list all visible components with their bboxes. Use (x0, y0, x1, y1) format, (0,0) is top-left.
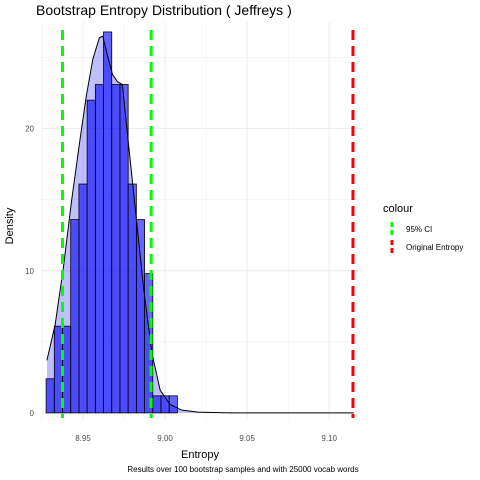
legend-label: Original Entropy (406, 243, 463, 252)
chart-caption: Results over 100 bootstrap samples and w… (127, 465, 358, 474)
x-tick-label: 9.00 (157, 434, 173, 443)
histogram-bar (103, 31, 113, 414)
histogram-bar (127, 183, 137, 414)
x-axis-title: Entropy (181, 449, 219, 461)
histogram-bar (94, 84, 104, 414)
y-tick-label: 20 (25, 125, 34, 134)
y-tick-label: 10 (25, 267, 34, 276)
histogram-bar (152, 395, 162, 414)
histogram-bar (70, 219, 80, 414)
chart-title: Bootstrap Entropy Distribution ( Jeffrey… (36, 2, 292, 18)
histogram-bar (111, 84, 121, 414)
legend-title: colour (383, 203, 413, 215)
histogram-bar (78, 183, 88, 414)
y-tick-label: 0 (30, 409, 35, 418)
axis-ticks: 8.95 9.00 9.05 9.10 0 10 20 (25, 125, 337, 443)
legend-label: 95% CI (406, 225, 432, 234)
histogram-bar (168, 395, 178, 414)
x-tick-label: 8.95 (75, 434, 91, 443)
legend-entries: 95% CI Original Entropy (390, 222, 463, 254)
histogram-bars (45, 31, 354, 414)
histogram-bar (144, 273, 154, 414)
histogram-bar (45, 378, 55, 414)
histogram-bar (160, 395, 170, 414)
reference-lines (61, 30, 355, 418)
histogram-bar (135, 219, 145, 414)
legend: colour 95% CI Original Entropy (383, 203, 463, 254)
histogram-bar (119, 84, 129, 414)
y-axis-title: Density (4, 207, 16, 244)
density-curve-line (46, 35, 354, 414)
x-tick-label: 9.10 (321, 434, 337, 443)
histogram-bar (86, 99, 96, 414)
x-tick-label: 9.05 (239, 434, 255, 443)
